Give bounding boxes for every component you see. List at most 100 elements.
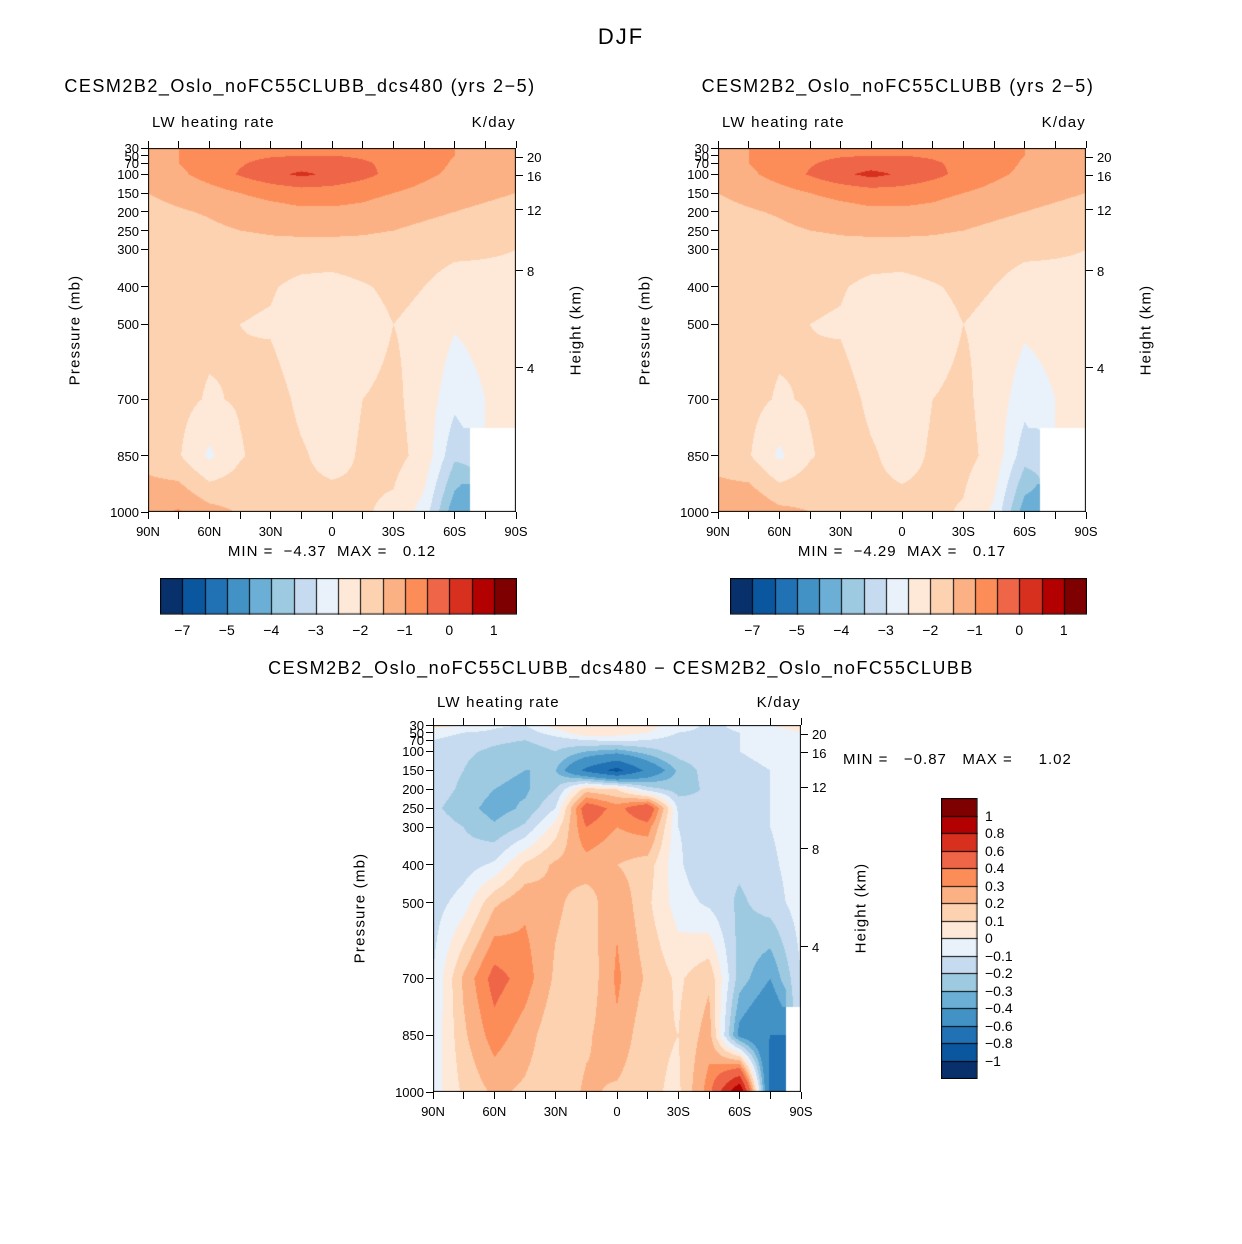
pressure-tick-label: 300 <box>402 820 424 836</box>
height-tick <box>801 848 808 850</box>
lat-tick-top <box>493 718 495 725</box>
height-tick-label: 20 <box>1097 150 1112 166</box>
lat-tick-bottom <box>647 1092 649 1099</box>
lat-tick-label: 60S <box>1013 524 1037 539</box>
colorbar-label: −1 <box>966 622 983 638</box>
height-tick-label: 20 <box>812 727 827 743</box>
panel1-left-axis-title: Pressure (mb) <box>66 274 84 386</box>
lat-tick-bottom <box>901 512 903 519</box>
colorbar-label: 0.6 <box>985 842 1005 859</box>
colorbar-label: −0.4 <box>985 1000 1013 1016</box>
panel1-subtitle-right: K/day <box>471 114 516 131</box>
lat-tick-bottom <box>677 1092 679 1099</box>
colorbar-label: −7 <box>174 622 191 638</box>
lat-tick-top <box>270 141 272 148</box>
lat-tick-top <box>362 141 364 148</box>
lat-tick-bottom <box>423 512 425 519</box>
panel3-left-axis-title: Pressure (mb) <box>351 852 369 964</box>
pressure-tick-label: 50 <box>694 148 709 164</box>
height-tick <box>801 752 808 754</box>
pressure-tick-label: 700 <box>117 392 139 408</box>
pressure-tick <box>141 511 148 513</box>
lat-tick-top <box>840 141 842 148</box>
lat-tick-bottom <box>555 1092 557 1099</box>
pressure-tick <box>141 192 148 194</box>
pressure-tick-label: 1000 <box>680 505 709 520</box>
pressure-tick <box>711 211 718 213</box>
lat-tick-bottom <box>993 512 995 519</box>
lat-tick-label: 30N <box>828 524 853 539</box>
pressure-tick <box>426 750 433 752</box>
lat-tick-bottom <box>454 512 456 519</box>
lat-tick-top <box>515 141 517 148</box>
height-tick-label: 4 <box>527 360 535 376</box>
lat-tick-label: 30S <box>951 524 975 539</box>
lat-tick-top <box>962 141 964 148</box>
panel1-colorbar <box>160 578 517 615</box>
colorbar-label: 0.4 <box>985 860 1005 876</box>
pressure-tick <box>711 248 718 250</box>
lat-tick-label: 30N <box>258 524 283 539</box>
colorbar-label: 0 <box>985 930 993 946</box>
colorbar-label: 1 <box>1059 622 1068 638</box>
lat-tick-top <box>300 141 302 148</box>
pressure-tick-label: 400 <box>402 857 424 873</box>
lat-tick-top <box>870 141 872 148</box>
height-tick <box>516 156 523 158</box>
colorbar-label: −1 <box>396 622 413 638</box>
pressure-tick-label: 500 <box>117 317 139 333</box>
height-tick-label: 8 <box>527 263 535 279</box>
lat-tick-label: 30S <box>666 1104 690 1119</box>
height-tick-label: 16 <box>527 168 542 184</box>
lat-tick-bottom <box>300 512 302 519</box>
pressure-tick-label: 30 <box>409 718 424 733</box>
pressure-tick-label: 30 <box>694 141 709 156</box>
height-tick-label: 8 <box>1097 263 1105 279</box>
lat-tick-top <box>901 141 903 148</box>
lat-tick-top <box>463 718 465 725</box>
panel3-canvas <box>433 725 801 1092</box>
lat-tick-top <box>331 141 333 148</box>
lat-tick-top <box>993 141 995 148</box>
pressure-tick <box>711 511 718 513</box>
panel3-colorbar <box>941 798 978 1079</box>
panel2-minmax: MIN = −4.29 MAX = 0.17 <box>797 543 1007 560</box>
height-tick <box>1086 209 1093 211</box>
lat-tick-bottom <box>616 1092 618 1099</box>
pressure-tick <box>426 902 433 904</box>
pressure-tick <box>711 286 718 288</box>
colorbar-label: 1 <box>985 807 993 824</box>
pressure-tick-label: 400 <box>117 279 139 295</box>
height-tick <box>801 946 808 948</box>
panel2-colorbar <box>730 578 1087 615</box>
lat-tick-bottom <box>392 512 394 519</box>
lat-tick-label: 60N <box>482 1104 507 1119</box>
pressure-tick-label: 1000 <box>110 505 139 520</box>
panel3-subtitle-right: K/day <box>756 694 801 711</box>
lat-tick-bottom <box>870 512 872 519</box>
pressure-tick-label: 850 <box>402 1028 424 1044</box>
pressure-tick-label: 300 <box>117 242 139 258</box>
colorbar-label: 0 <box>445 622 454 638</box>
pressure-tick-label: 30 <box>124 141 139 156</box>
height-tick-label: 16 <box>1097 168 1112 184</box>
colorbar-label: −2 <box>922 622 939 638</box>
pressure-tick-label: 200 <box>687 204 709 220</box>
pressure-tick-label: 200 <box>402 782 424 798</box>
lat-tick-top <box>585 718 587 725</box>
lat-tick-bottom <box>484 512 486 519</box>
pressure-tick <box>141 155 148 156</box>
panel2-right-axis-title: Height (km) <box>1137 284 1155 376</box>
panel2-canvas <box>718 148 1086 512</box>
pressure-tick-label: 400 <box>687 279 709 295</box>
height-tick-label: 12 <box>1097 202 1112 218</box>
pressure-tick <box>426 1091 433 1093</box>
pressure-tick <box>711 192 718 194</box>
panel3-minmax: MIN = −0.87 MAX = 1.02 <box>843 751 1072 768</box>
pressure-tick <box>141 211 148 213</box>
lat-tick-bottom <box>840 512 842 519</box>
pressure-tick-label: 100 <box>117 167 139 183</box>
figure-title: DJF <box>597 24 645 49</box>
lat-tick-bottom <box>239 512 241 519</box>
lat-tick-label: 90N <box>706 524 730 539</box>
